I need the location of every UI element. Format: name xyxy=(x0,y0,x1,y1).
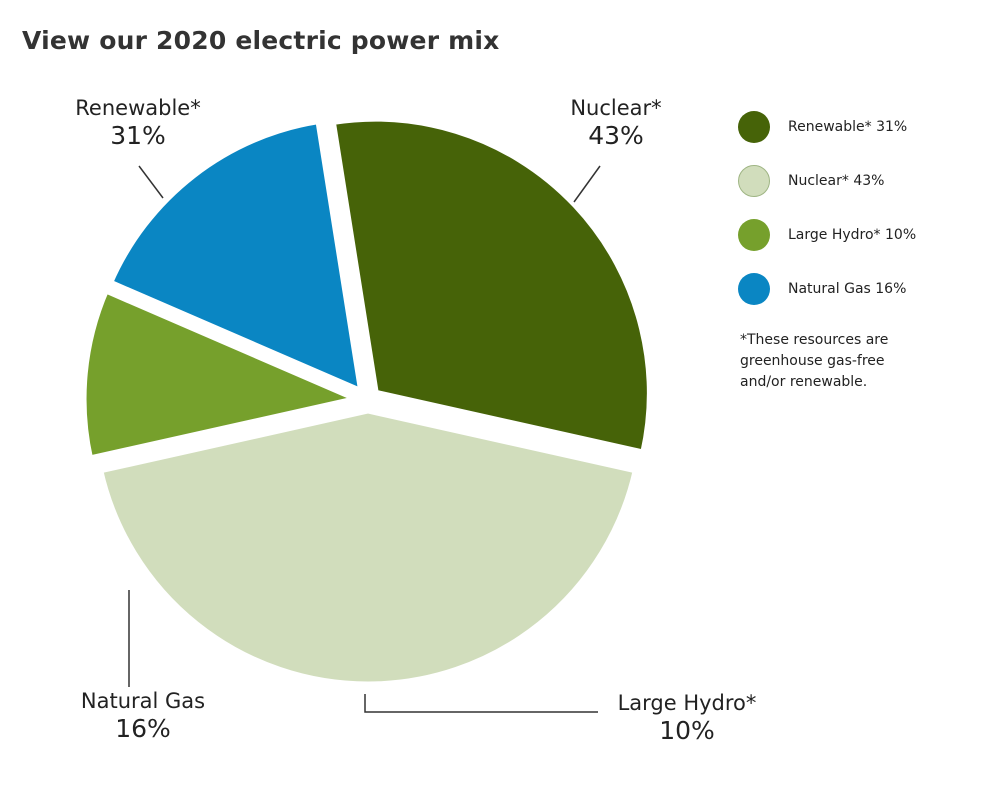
legend: Renewable* 31% Nuclear* 43% Large Hydro*… xyxy=(738,100,916,316)
callout-natural-gas-name: Natural Gas xyxy=(80,689,206,713)
legend-label-large-hydro: Large Hydro* 10% xyxy=(788,227,917,243)
legend-swatch-nuclear xyxy=(738,165,770,197)
legend-item-natural-gas: Natural Gas 16% xyxy=(738,262,916,316)
callout-renewable-pct: 31% xyxy=(110,121,166,151)
legend-swatch-natural-gas xyxy=(738,273,770,305)
callout-nuclear: Nuclear* 43% xyxy=(546,96,686,151)
legend-item-nuclear: Nuclear* 43% xyxy=(738,154,916,208)
callout-renewable-name: Renewable* xyxy=(75,96,201,120)
callout-natural-gas: Natural Gas 16% xyxy=(58,689,228,744)
callout-large-hydro-pct: 10% xyxy=(659,716,715,746)
leader-line-nuclear xyxy=(573,165,601,203)
callout-nuclear-name: Nuclear* xyxy=(570,96,662,120)
callout-nuclear-pct: 43% xyxy=(588,121,644,151)
pie-slice-nuclear xyxy=(96,406,640,689)
legend-swatch-large-hydro xyxy=(738,219,770,251)
callout-large-hydro: Large Hydro* 10% xyxy=(601,691,773,746)
callout-large-hydro-name: Large Hydro* xyxy=(617,691,757,715)
chart-title: View our 2020 electric power mix xyxy=(22,26,500,55)
legend-item-renewable: Renewable* 31% xyxy=(738,100,916,154)
leader-line-large-hydro xyxy=(364,694,598,713)
legend-swatch-renewable xyxy=(738,111,770,143)
legend-label-renewable: Renewable* 31% xyxy=(788,119,908,135)
leader-line-renewable xyxy=(138,165,164,199)
pie-slice-renewable xyxy=(328,114,654,457)
pie-slice-natural-gas xyxy=(105,116,366,396)
footnote: *These resources are greenhouse gas-free… xyxy=(740,332,889,390)
pie-slice-large-hydro xyxy=(79,286,362,463)
callout-natural-gas-pct: 16% xyxy=(115,714,171,744)
callout-renewable: Renewable* 31% xyxy=(58,96,218,151)
legend-label-natural-gas: Natural Gas 16% xyxy=(788,281,907,297)
legend-item-large-hydro: Large Hydro* 10% xyxy=(738,208,916,262)
legend-label-nuclear: Nuclear* 43% xyxy=(788,173,885,189)
